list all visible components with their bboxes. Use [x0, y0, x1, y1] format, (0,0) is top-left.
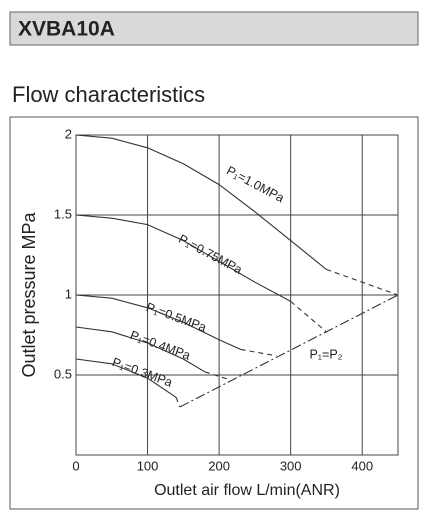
curve-extension — [240, 348, 277, 357]
y-tick-label: 0.5 — [54, 366, 72, 381]
curve — [75, 134, 327, 270]
x-tick-label: 300 — [280, 458, 302, 473]
curve — [75, 294, 241, 350]
curve-label: P₁=P₂ — [309, 347, 342, 361]
curve-extension — [290, 300, 327, 333]
x-tick-label: 0 — [72, 458, 79, 473]
y-axis-label: Outlet pressure MPa — [19, 211, 39, 377]
y-tick-label: 1 — [65, 286, 72, 301]
curve — [75, 326, 206, 373]
y-tick-label: 2 — [65, 126, 72, 141]
x-axis-label: Outlet air flow L/min(ANR) — [154, 482, 340, 499]
y-tick-label: 1.5 — [54, 206, 72, 221]
x-tick-label: 200 — [208, 458, 230, 473]
section-title: Flow characteristics — [12, 82, 205, 107]
curve-extension — [204, 371, 230, 381]
curve — [75, 214, 291, 302]
chart: 0 100 200 300 400 0.5 1 1.5 2 Outlet air flow L/m… — [19, 126, 399, 499]
curve — [179, 294, 399, 408]
curve-extension — [175, 397, 181, 408]
x-tick-label: 400 — [351, 458, 373, 473]
x-tick-label: 100 — [137, 458, 159, 473]
curve-extension — [326, 268, 399, 296]
header-title: XVBA10A — [18, 18, 115, 41]
curve — [75, 358, 177, 398]
header-box — [9, 11, 419, 46]
